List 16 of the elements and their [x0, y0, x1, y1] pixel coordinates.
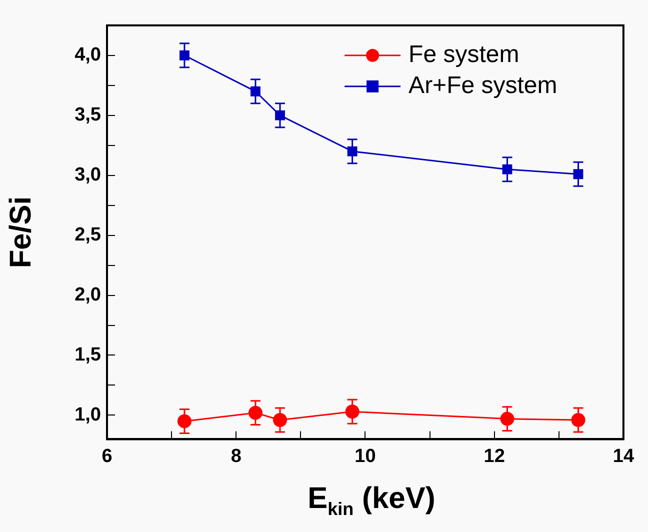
y-axis-title: Fe/Si	[4, 196, 38, 268]
legend-label: Fe system	[408, 41, 520, 68]
x-tick-label: 10	[354, 446, 376, 467]
y-tick-label: 2,0	[74, 284, 101, 306]
x-tick-label: 12	[484, 446, 505, 467]
y-tick-label: 3,5	[74, 104, 102, 126]
y-tick-label: 4,0	[74, 44, 101, 66]
y-tick-label: 1,0	[74, 404, 101, 426]
y-tick-label: 3,0	[74, 164, 101, 186]
x-tick-label: 14	[612, 446, 634, 467]
x-tick-label: 6	[102, 446, 112, 467]
x-tick-label: 8	[230, 446, 242, 467]
y-tick-label: 1,5	[74, 344, 102, 366]
y-tick-label: 2,5	[74, 224, 102, 246]
legend-label: Ar+Fe system	[408, 72, 558, 100]
x-axis-title: E$_{kin}$ (keV)	[306, 482, 436, 520]
